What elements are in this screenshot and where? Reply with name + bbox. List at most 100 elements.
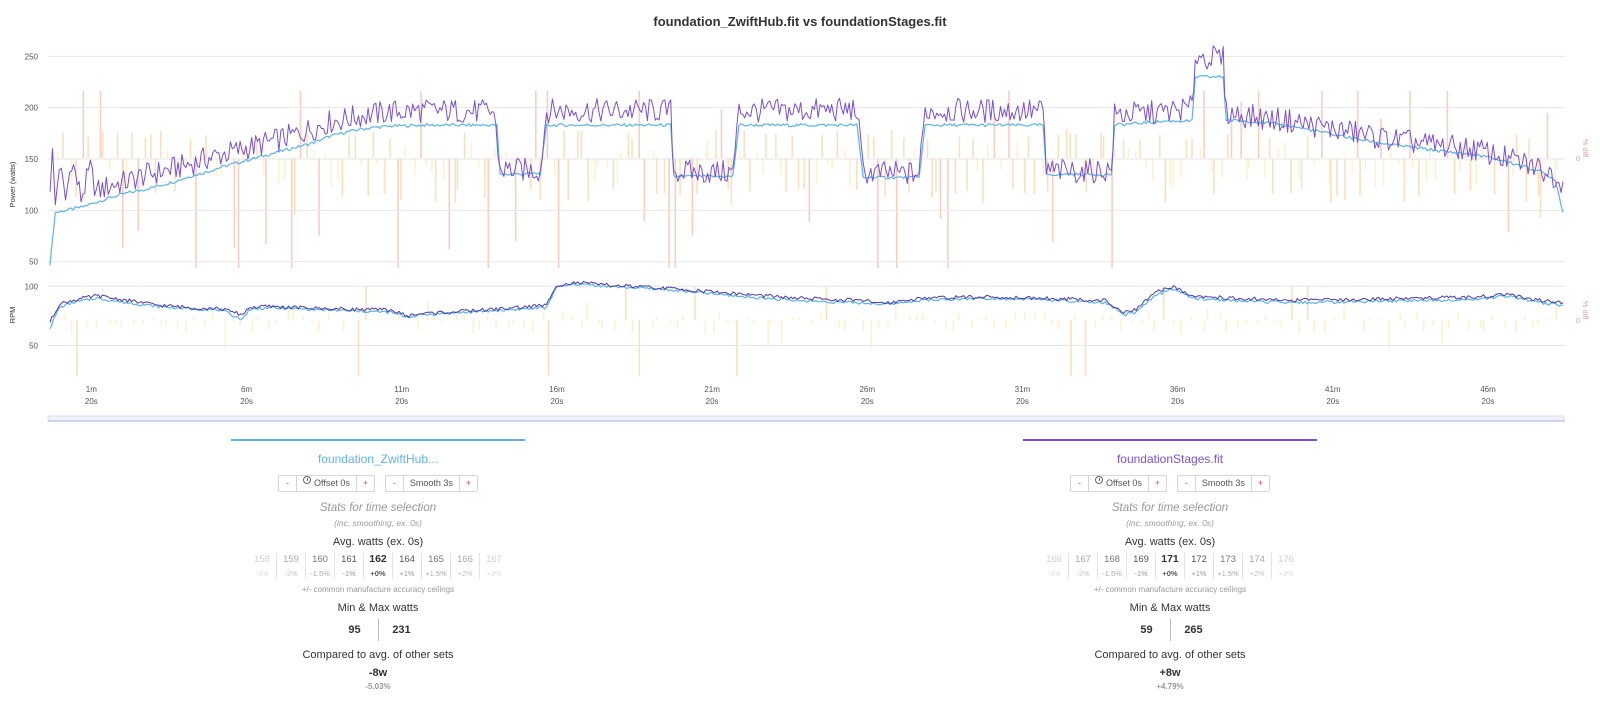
y-tick-label: 50	[29, 258, 38, 267]
smooth-control: - Smooth 3s +	[1176, 475, 1270, 492]
series-line	[49, 280, 1564, 323]
avg-watts-percent: +1%	[1191, 569, 1207, 578]
dataset-name[interactable]: foundation_ZwiftHub...	[317, 452, 439, 466]
avg-watts-percent: +1.5%	[425, 569, 447, 578]
compare-percent: +4.79%	[1156, 682, 1184, 691]
avg-watts-value: 162	[369, 553, 387, 565]
avg-watts-cell: 160 -1.5%	[305, 553, 334, 579]
offset-label: Offset 0s	[1106, 478, 1142, 488]
x-tick-label: 36m	[1170, 385, 1186, 394]
avg-watts-value: 168	[1104, 554, 1120, 565]
dataset-panel-stages: foundationStages.fit - Offset 0s + - Smooth…	[950, 0, 1390, 691]
avg-watts-percent: +2%	[1249, 569, 1265, 578]
dataset-color-bar	[231, 439, 525, 441]
min-watts: 59	[1124, 619, 1171, 641]
avg-watts-value: 173	[1220, 554, 1236, 565]
avg-watts-cell: 162 +0%	[363, 553, 392, 579]
accuracy-note: +/- common manufacture accuracy ceilings	[301, 585, 455, 594]
avg-watts-cell: 174 +2%	[1242, 553, 1271, 579]
offset-label: Offset 0s	[314, 478, 350, 488]
smooth-label: Smooth 3s	[1194, 476, 1252, 491]
smooth-decrease-button[interactable]: -	[392, 478, 396, 488]
avg-watts-cell: 161 -1%	[334, 553, 363, 579]
avg-watts-cell: 159 -2%	[276, 553, 305, 579]
chart-title: foundation_ZwiftHub.fit vs foundationSta…	[653, 14, 947, 29]
compare-title: Compared to avg. of other sets	[302, 649, 454, 661]
offset-decrease-button[interactable]: -	[1078, 478, 1082, 488]
x-tick-label: 41m	[1325, 385, 1341, 394]
avg-watts-value: 161	[341, 554, 357, 565]
avg-watts-title: Avg. watts (ex. 0s)	[332, 536, 424, 548]
offset-increase-button[interactable]: +	[1154, 478, 1161, 488]
offset-increase-button[interactable]: +	[362, 478, 369, 488]
x-tick-sublabel: 20s	[1016, 397, 1029, 406]
y-tick-label: 50	[29, 342, 38, 351]
avg-watts-percent: +2%	[457, 569, 473, 578]
compare-percent: -5.03%	[365, 682, 391, 691]
x-tick-sublabel: 20s	[1482, 397, 1495, 406]
x-tick-label: 6m	[241, 385, 252, 394]
dataset-controls: - Offset 0s + - Smooth 3s +	[158, 475, 598, 492]
x-tick-label: 31m	[1015, 385, 1031, 394]
stats-title: Stats for time selection	[1111, 502, 1229, 514]
y-tick-label: 150	[25, 155, 39, 164]
compare-title: Compared to avg. of other sets	[1094, 649, 1246, 661]
avg-watts-title: Avg. watts (ex. 0s)	[1124, 536, 1216, 548]
minmax-row: 59 265	[950, 619, 1390, 641]
avg-watts-percent: -1.5%	[1102, 569, 1122, 578]
avg-watts-value: 166	[1046, 554, 1062, 565]
stats-subtitle: (inc. smoothing, ex. 0s)	[1126, 518, 1214, 528]
avg-watts-cell: 167 +3%	[479, 553, 508, 579]
smooth-increase-button[interactable]: +	[1257, 478, 1264, 488]
avg-watts-row: 158 -3% 159 -2% 160 -1.5% 161 -1% 162 +0% 164 +1% 16…	[158, 553, 598, 579]
y-tick-label: 100	[25, 282, 39, 291]
dataset-name[interactable]: foundationStages.fit	[1116, 452, 1224, 466]
y2-axis-label: % diff	[1581, 301, 1590, 321]
compare-value: +8w	[1159, 667, 1181, 679]
avg-watts-cell: 168 -1.5%	[1097, 553, 1126, 579]
offset-control: - Offset 0s +	[278, 475, 375, 492]
avg-watts-value: 174	[1249, 554, 1265, 565]
avg-watts-percent: -1%	[1134, 569, 1148, 578]
smooth-decrease-button[interactable]: -	[1184, 478, 1188, 488]
avg-watts-percent: -2%	[1076, 569, 1090, 578]
avg-watts-cell: 158 -3%	[248, 553, 276, 579]
minmax-title: Min & Max watts	[337, 602, 419, 614]
x-tick-label: 21m	[704, 385, 720, 394]
avg-watts-value: 171	[1161, 553, 1179, 565]
avg-watts-value: 169	[1133, 554, 1149, 565]
x-tick-label: 11m	[394, 385, 409, 394]
avg-watts-cell: 172 +1%	[1184, 553, 1213, 579]
dataset-color-bar	[1023, 439, 1317, 441]
avg-watts-cell: 173 +1.5%	[1213, 553, 1242, 579]
avg-watts-cell: 166 +2%	[450, 553, 479, 579]
dataset-panel-zwifthub: foundation_ZwiftHub... - Offset 0s + - Smoo…	[158, 0, 598, 691]
min-watts: 95	[332, 619, 379, 641]
avg-watts-cell: 165 +1.5%	[421, 553, 450, 579]
x-tick-sublabel: 20s	[240, 397, 253, 406]
x-tick-label: 26m	[859, 385, 875, 394]
avg-watts-value: 160	[312, 554, 328, 565]
x-tick-sublabel: 20s	[1326, 397, 1339, 406]
avg-watts-percent: -1.5%	[310, 569, 330, 578]
avg-watts-cell: 169 -1%	[1126, 553, 1155, 579]
offset-decrease-button[interactable]: -	[286, 478, 290, 488]
x-tick-sublabel: 20s	[861, 397, 874, 406]
avg-watts-value: 176	[1278, 554, 1294, 565]
minmax-row: 95 231	[158, 619, 598, 641]
smooth-increase-button[interactable]: +	[465, 478, 472, 488]
avg-watts-cell: 176 +3%	[1271, 553, 1300, 579]
avg-watts-value: 167	[486, 554, 502, 565]
minmax-title: Min & Max watts	[1129, 602, 1211, 614]
clock-icon	[303, 476, 312, 484]
y-tick-label: 100	[25, 206, 39, 215]
x-tick-sublabel: 20s	[85, 397, 98, 406]
y-axis-label: Power (watts)	[8, 161, 17, 207]
y2-tick-label: 0	[1576, 154, 1580, 163]
avg-watts-cell: 166 -3%	[1040, 553, 1068, 579]
avg-watts-value: 167	[1075, 554, 1091, 565]
accuracy-note: +/- common manufacture accuracy ceilings	[1093, 585, 1247, 594]
offset-value: Offset 0s	[1088, 476, 1149, 491]
avg-watts-cell: 171 +0%	[1155, 553, 1184, 579]
